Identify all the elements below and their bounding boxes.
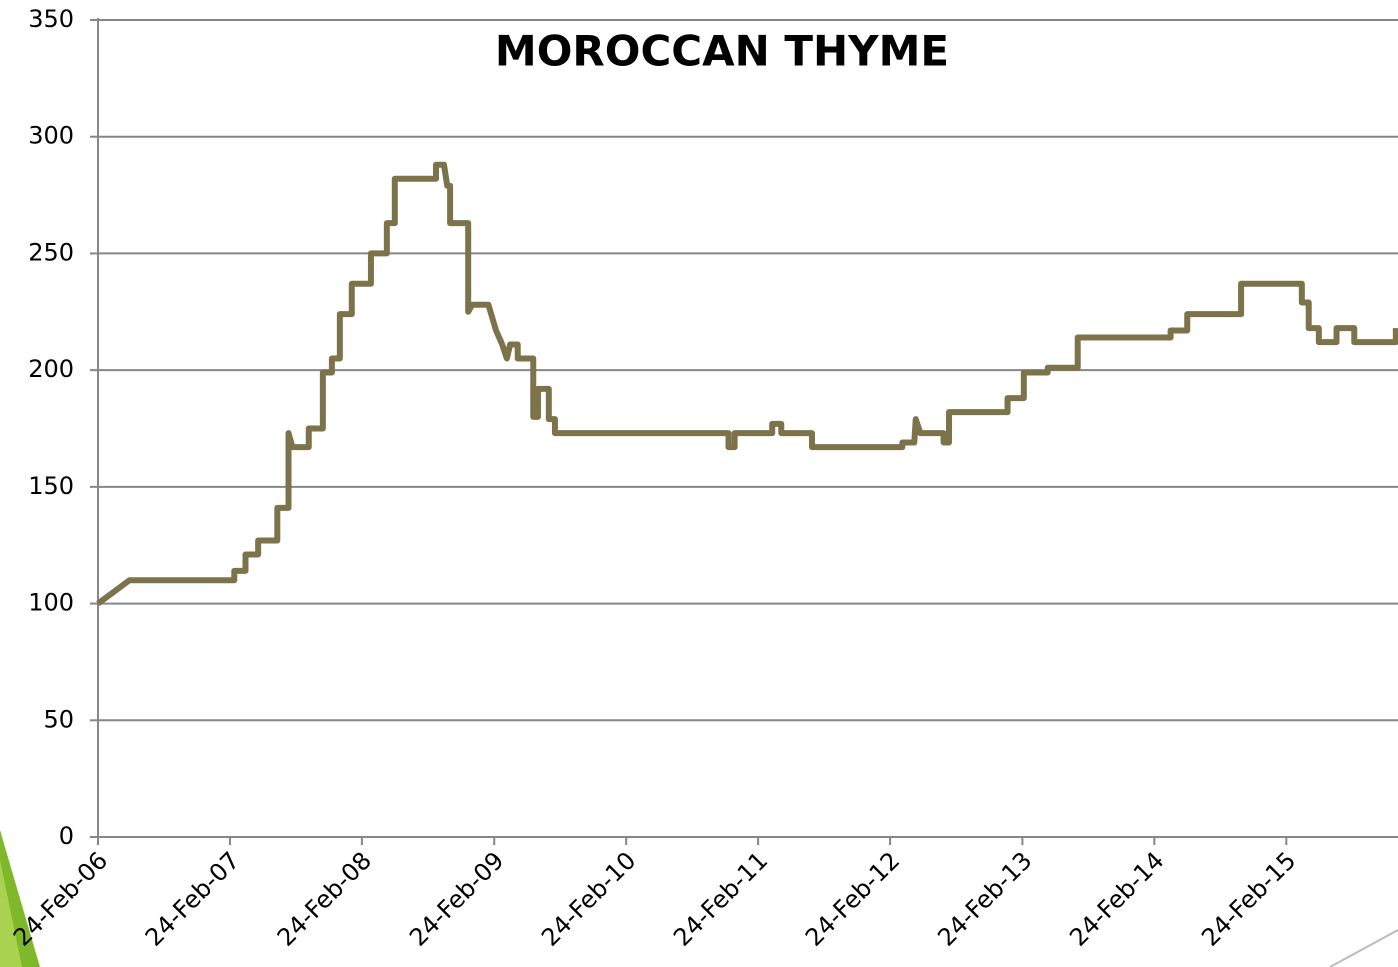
decoration [1329, 929, 1398, 967]
x-tick-label: 24-Feb-10 [536, 846, 641, 951]
y-tick-label: 100 [28, 589, 74, 617]
y-tick-label: 0 [59, 822, 74, 850]
labels: 0 50 100 150 200 250 300 350 24-Feb-06 24-Feb-07 2… [8, 5, 1302, 952]
x-tick-label: 24-Feb-08 [272, 846, 377, 951]
plot [96, 161, 1398, 606]
y-tick-label: 250 [28, 238, 74, 266]
y-tick-label: 50 [43, 705, 74, 733]
x-tick-label: 24-Feb-06 [8, 846, 113, 951]
chart-title: MOROCCAN THYME [495, 27, 949, 76]
x-tick-label: 24-Feb-07 [140, 846, 245, 951]
x-tick-label: 24-Feb-13 [932, 846, 1037, 951]
data-line [96, 161, 1398, 606]
y-tick-label: 200 [28, 355, 74, 383]
y-tick-label: 300 [28, 122, 74, 150]
y-tick-label: 350 [28, 5, 74, 33]
x-tick-label: 24-Feb-11 [668, 846, 773, 951]
x-tick-label: 24-Feb-12 [800, 846, 905, 951]
x-tick-label: 24-Feb-09 [404, 846, 509, 951]
y-tick-label: 150 [28, 472, 74, 500]
decoration [0, 860, 22, 967]
x-tick-label: 24-Feb-14 [1064, 846, 1169, 951]
x-tick-label: 24-Feb-15 [1196, 846, 1301, 951]
